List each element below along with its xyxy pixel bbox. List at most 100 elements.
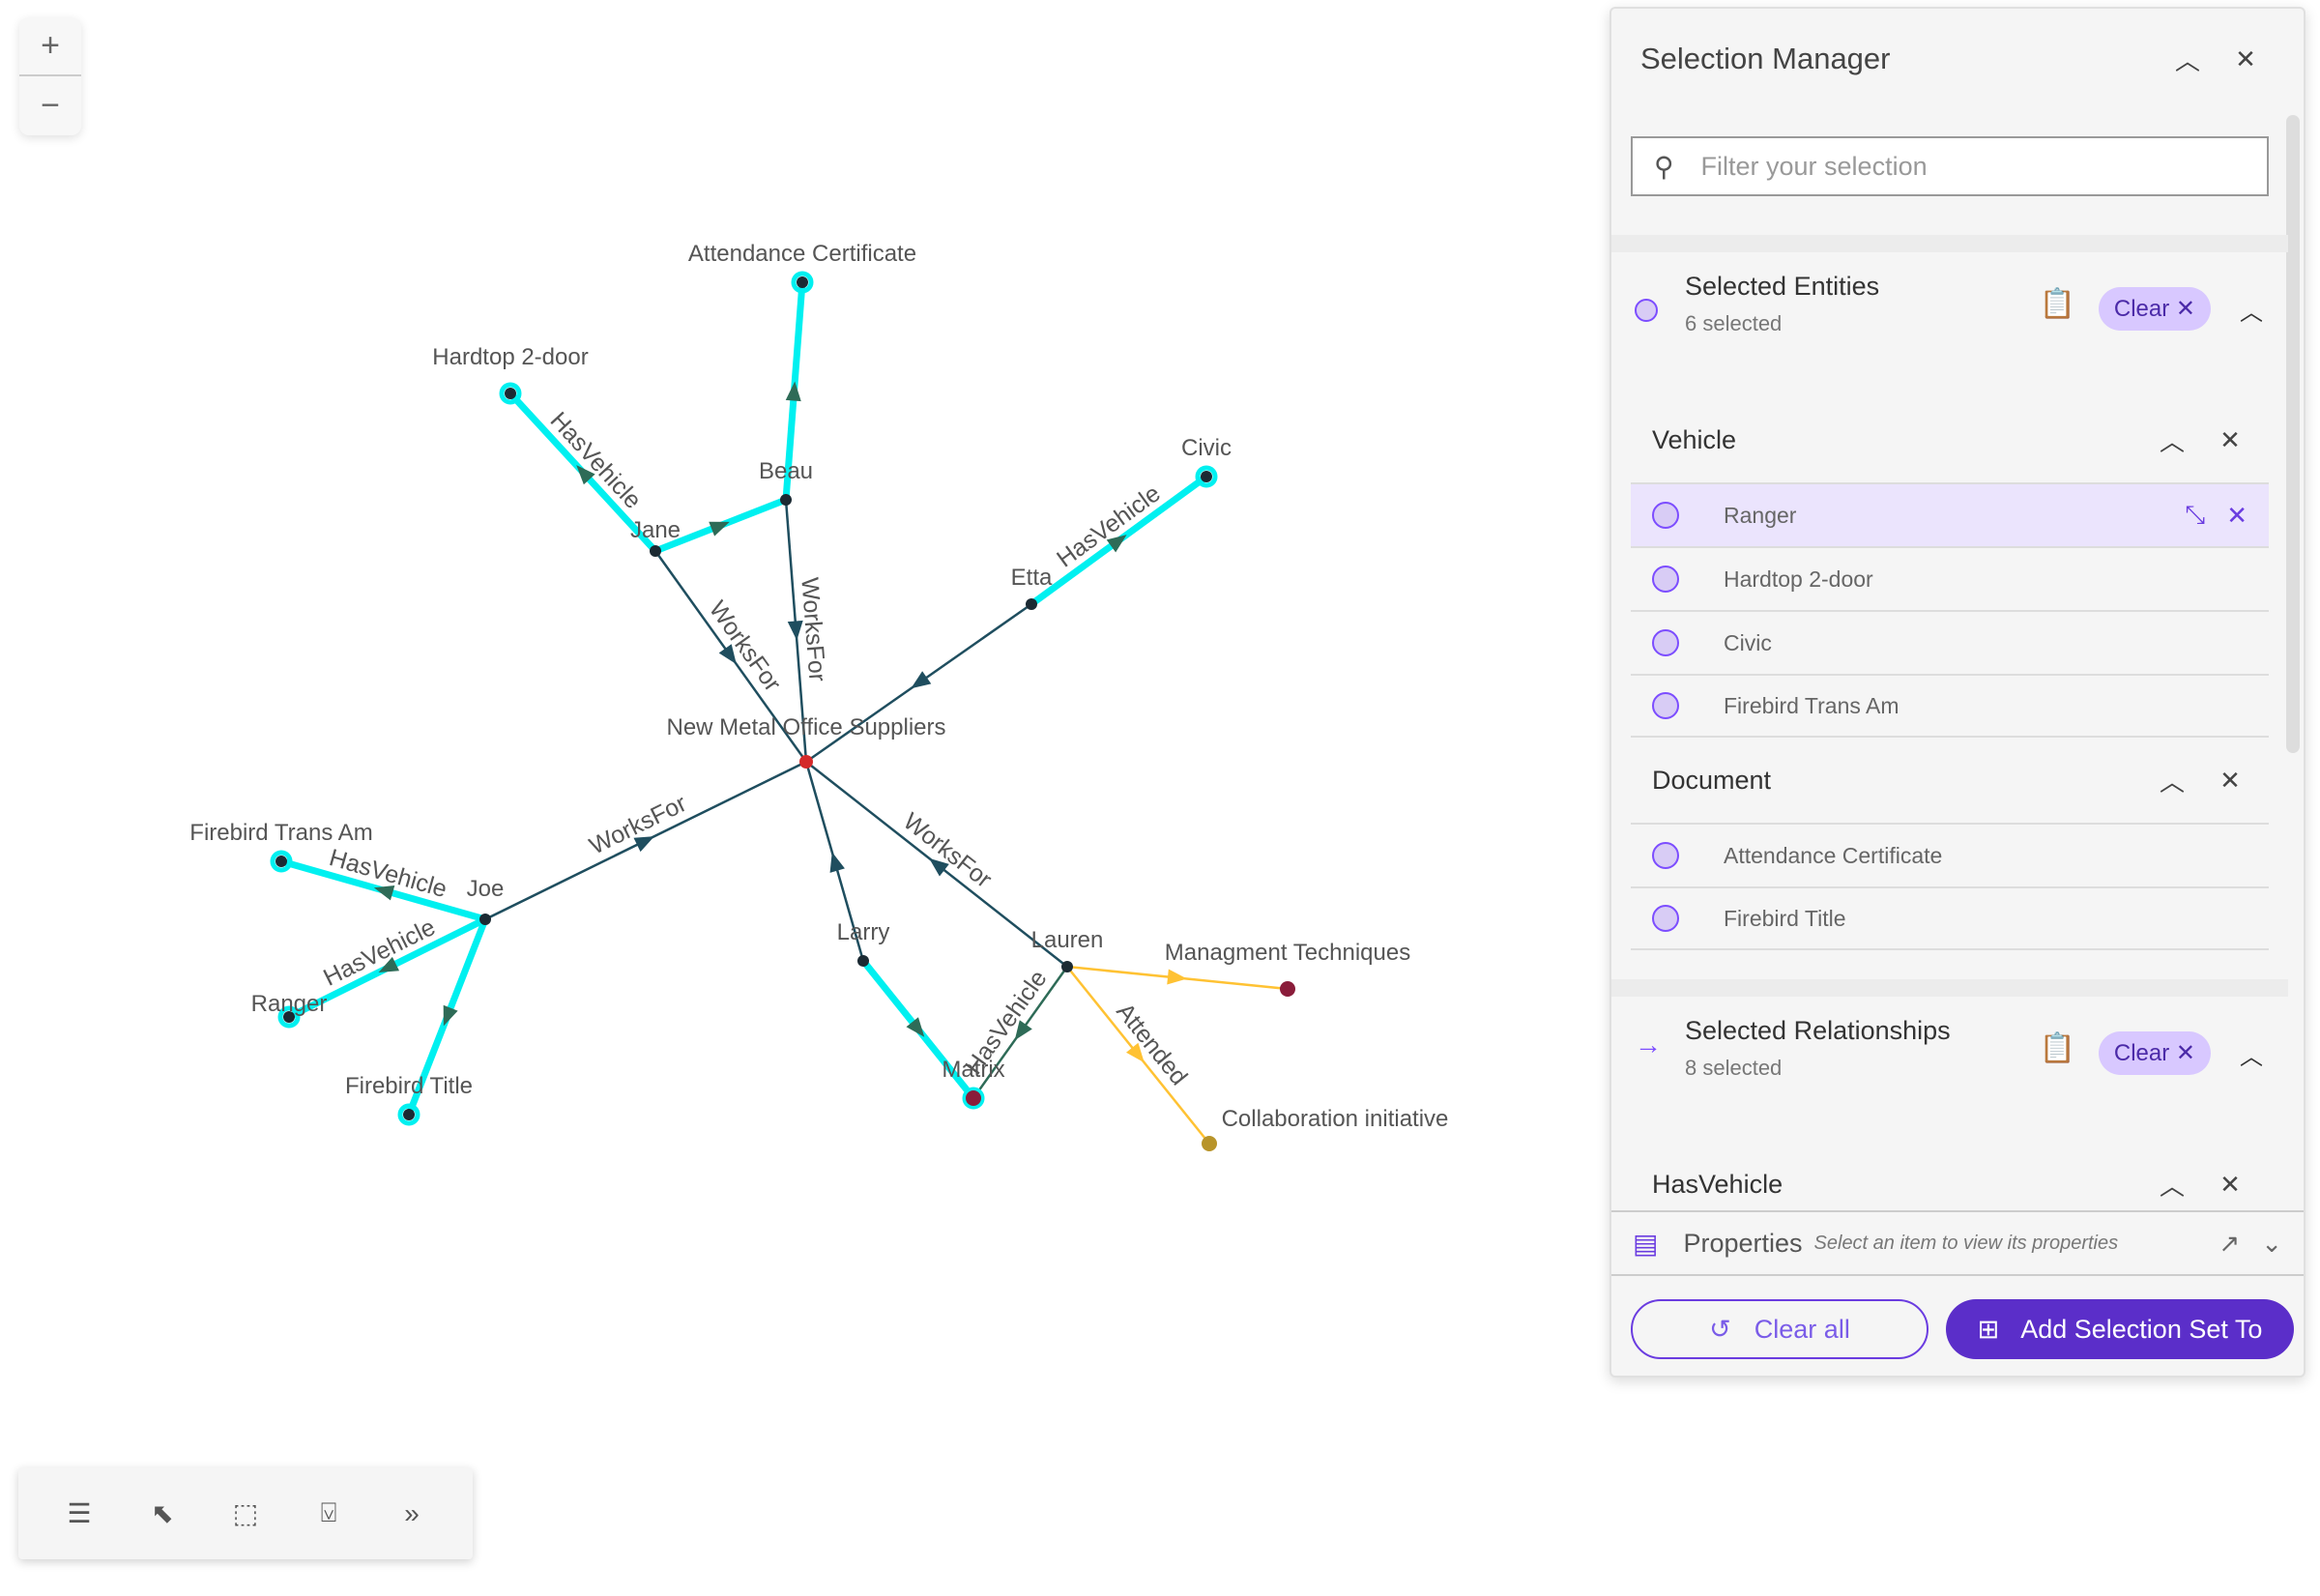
node-lauren[interactable] xyxy=(1061,961,1073,972)
node-selection-ring xyxy=(1195,465,1218,488)
node-label: Hardtop 2-door xyxy=(432,344,588,370)
list-item[interactable]: Civic xyxy=(1631,610,2269,674)
node-selection-ring xyxy=(962,1087,985,1110)
collapse-relationships-icon[interactable]: ︿ xyxy=(2240,1044,2263,1070)
list-item[interactable]: Hardtop 2-door xyxy=(1631,546,2269,610)
select-pointer-icon[interactable]: ⬉ xyxy=(151,1498,174,1528)
remove-icon[interactable]: ✕ xyxy=(2226,500,2248,530)
selected-count: 6 selected xyxy=(1685,311,1783,335)
close-icon[interactable]: ✕ xyxy=(2219,424,2241,454)
node-etta[interactable] xyxy=(1026,598,1037,610)
node-jane[interactable] xyxy=(650,545,661,557)
chevron-up-icon[interactable]: ︿ xyxy=(2159,767,2185,797)
node-label: Etta xyxy=(1011,565,1053,591)
zoom-to-icon[interactable]: ⤡ xyxy=(2185,500,2206,529)
node-att[interactable] xyxy=(797,276,808,288)
collapse-entities-icon[interactable]: ︿ xyxy=(2240,300,2263,326)
edge-label: HasVehicle xyxy=(545,407,647,514)
section-title: Selected Entities xyxy=(1685,272,1880,301)
entity-icon xyxy=(1652,566,1679,593)
close-icon[interactable]: ✕ xyxy=(2219,765,2241,795)
edge-arrow xyxy=(373,885,395,901)
clear-relationships-button[interactable]: Clear ✕ xyxy=(2098,1031,2211,1075)
node-hardtop[interactable] xyxy=(505,388,516,399)
edge-arrow xyxy=(1167,969,1187,985)
edge-arrow xyxy=(378,956,400,972)
expand-icon[interactable]: » xyxy=(404,1497,420,1528)
selected-entities-header: Selected Entities 6 selected 📋 Clear ✕ ︿ xyxy=(1611,252,2288,397)
node-civic[interactable] xyxy=(1201,471,1212,482)
chevron-down-icon[interactable]: ⌄ xyxy=(2261,1228,2282,1258)
zoom-in-button[interactable]: + xyxy=(19,17,81,76)
zoom-controls: + − xyxy=(19,17,81,135)
node-nmos[interactable] xyxy=(799,755,813,769)
node-fta[interactable] xyxy=(276,856,287,867)
graph-toolbar: ☰ ⬉ ⬚ ⍌ » xyxy=(18,1467,473,1559)
entity-icon xyxy=(1652,502,1679,529)
edge-label: WorksFor xyxy=(704,596,787,697)
properties-icon: ▤ xyxy=(1633,1228,1659,1259)
clipboard-icon[interactable]: 📋 xyxy=(2039,288,2075,320)
node-mgmt[interactable] xyxy=(1280,981,1295,997)
list-item[interactable]: Firebird Title xyxy=(1631,886,2269,950)
item-label: Attendance Certificate xyxy=(1724,842,1943,868)
entity-icon xyxy=(1635,299,1658,322)
node-label: Jane xyxy=(630,517,681,543)
node-label: Matrix xyxy=(942,1057,1004,1083)
list-item[interactable]: Ranger ⤡ ✕ xyxy=(1631,482,2269,546)
legend-list-icon[interactable]: ☰ xyxy=(67,1498,92,1528)
clipboard-icon[interactable]: 📋 xyxy=(2039,1032,2075,1064)
list-item[interactable]: Firebird Trans Am xyxy=(1631,674,2269,738)
node-joe[interactable] xyxy=(479,914,491,925)
vehicle-list: Ranger ⤡ ✕ Hardtop 2-door Civic Firebird T… xyxy=(1631,482,2269,738)
scrollbar[interactable] xyxy=(2286,115,2300,753)
node-beau[interactable] xyxy=(780,494,792,506)
node-ftitle[interactable] xyxy=(403,1109,415,1120)
collapse-panel-icon[interactable]: ︿ xyxy=(2174,45,2200,75)
clear-all-button[interactable]: ↺ Clear all xyxy=(1631,1299,1928,1359)
clear-entities-button[interactable]: Clear ✕ xyxy=(2098,287,2211,331)
node-matrix[interactable] xyxy=(966,1090,981,1106)
zoom-out-button[interactable]: − xyxy=(41,87,60,124)
edge-arrow xyxy=(787,620,803,641)
open-external-icon[interactable]: ↗ xyxy=(2218,1228,2241,1258)
lasso-select-icon[interactable]: ⍌ xyxy=(320,1497,337,1527)
filter-selection-input[interactable]: ⚲ Filter your selection xyxy=(1631,136,2269,196)
node-label: Managment Techniques xyxy=(1165,940,1410,966)
properties-bar[interactable]: ▤ Properties Select an item to view its … xyxy=(1611,1210,2304,1276)
selected-count: 8 selected xyxy=(1685,1056,1783,1080)
edge-arrow xyxy=(829,852,845,873)
add-selection-set-button[interactable]: ⊞ Add Selection Set To xyxy=(1946,1299,2294,1359)
close-panel-icon[interactable]: ✕ xyxy=(2235,44,2256,73)
node-ranger[interactable] xyxy=(283,1011,295,1023)
group-header-hasvehicle[interactable]: HasVehicle ︿ ✕ xyxy=(1611,1142,2288,1213)
node-label: Civic xyxy=(1181,435,1232,461)
divider xyxy=(1611,235,2288,252)
group-header-vehicle[interactable]: Vehicle ︿ ✕ xyxy=(1611,397,2288,482)
node-larry[interactable] xyxy=(857,955,869,967)
node-selection-ring xyxy=(397,1103,420,1126)
edge-label: HasVehicle xyxy=(1052,479,1166,572)
properties-hint: Select an item to view its properties xyxy=(1813,1232,2119,1254)
node-label: Beau xyxy=(759,458,813,484)
node-label: Ranger xyxy=(251,991,328,1017)
node-selection-ring xyxy=(499,382,522,405)
close-icon[interactable]: ✕ xyxy=(2219,1169,2241,1199)
clear-label: Clear xyxy=(2113,296,2170,322)
item-label: Ranger xyxy=(1724,502,1797,528)
group-header-document[interactable]: Document ︿ ✕ xyxy=(1611,738,2288,823)
edge-arrow xyxy=(1126,1042,1145,1063)
box-select-icon[interactable]: ⬚ xyxy=(232,1498,259,1528)
chevron-up-icon[interactable]: ︿ xyxy=(2159,1171,2185,1201)
button-label: Clear all xyxy=(1754,1314,1850,1344)
node-collab[interactable] xyxy=(1202,1136,1217,1151)
entity-icon xyxy=(1652,692,1679,719)
group-title: HasVehicle xyxy=(1652,1169,1784,1199)
chevron-up-icon[interactable]: ︿ xyxy=(2159,426,2185,456)
edge-label: WorksFor xyxy=(796,576,830,682)
list-item[interactable]: Attendance Certificate xyxy=(1631,823,2269,886)
add-set-icon: ⊞ xyxy=(1977,1314,2000,1344)
relationship-arrow-icon: → xyxy=(1635,1030,1662,1059)
node-label: Lauren xyxy=(1031,927,1104,953)
